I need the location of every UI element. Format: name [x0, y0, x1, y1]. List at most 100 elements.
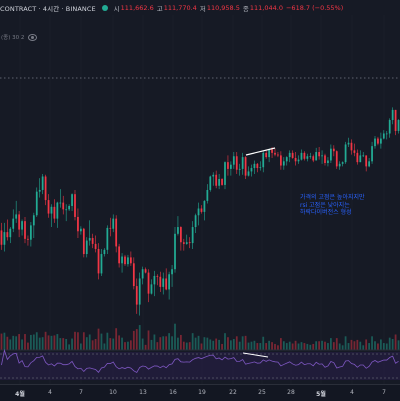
volume-bar: [21, 339, 23, 350]
volume-bar: [88, 334, 91, 350]
volume-bar: [109, 338, 112, 350]
x-tick: 22: [229, 389, 237, 396]
volume-bar: [388, 337, 391, 350]
candle: [91, 233, 94, 249]
candle: [156, 274, 159, 286]
candle: [380, 132, 382, 149]
volume-bar: [259, 343, 262, 350]
candle: [274, 148, 276, 157]
volume-bar: [288, 341, 291, 350]
candle: [141, 266, 144, 285]
volume-bar: [77, 332, 79, 350]
candle: [127, 254, 129, 267]
candle: [303, 151, 306, 161]
candle: [232, 152, 235, 169]
candle: [318, 146, 320, 160]
volume-bar: [309, 344, 312, 350]
volume-bar: [100, 333, 103, 350]
volume-bar: [180, 334, 182, 350]
volume-bar: [380, 339, 382, 350]
candle: [35, 187, 38, 217]
volume-bar: [332, 342, 335, 350]
volume-bar: [191, 333, 194, 350]
rsi-line: [1, 348, 399, 374]
volume-bar: [74, 331, 76, 350]
candle: [18, 211, 20, 238]
candle: [306, 153, 309, 162]
x-tick: 25: [258, 389, 266, 396]
volume-bar: [135, 329, 138, 350]
candle: [356, 149, 359, 165]
candle: [291, 150, 294, 159]
close-value: 111,044.0: [249, 4, 283, 12]
volume-bar: [382, 343, 385, 350]
volume-bar: [359, 341, 362, 350]
candle: [280, 151, 282, 170]
candle: [200, 205, 203, 214]
candle: [227, 155, 229, 176]
candle: [368, 157, 370, 168]
volume-bar: [238, 341, 241, 350]
volume-bar: [168, 333, 170, 350]
eye-icon[interactable]: [28, 33, 38, 41]
x-tick: 28: [287, 389, 295, 396]
volume-bar: [132, 330, 135, 350]
candle: [15, 200, 18, 223]
candle: [362, 152, 365, 158]
volume-bar: [112, 338, 115, 350]
indicator-legend[interactable]: (종) 30 2: [1, 32, 38, 42]
candle: [0, 222, 3, 250]
candle: [188, 237, 191, 249]
candle: [124, 254, 126, 266]
time-axis[interactable]: 4월 4 7 10 13 16 19 22 25 28 5월 4 7: [0, 384, 400, 401]
close-label: 종: [242, 5, 249, 13]
candle: [59, 189, 62, 208]
volume-bar: [244, 335, 247, 350]
candle: [121, 253, 123, 273]
volume-bar: [391, 339, 394, 350]
volume-bar: [280, 338, 282, 350]
volume-bar: [206, 337, 209, 350]
candle: [165, 268, 168, 291]
volume-bar: [241, 336, 244, 350]
volume-bar: [374, 341, 376, 350]
volume-bar: [138, 325, 141, 350]
candle: [191, 221, 194, 249]
candle: [215, 170, 218, 189]
x-tick: 19: [198, 389, 206, 396]
candle: [212, 172, 215, 186]
volume-bar: [24, 334, 26, 350]
candle: [312, 154, 315, 163]
volume-bar: [341, 345, 344, 350]
price-trendline[interactable]: [245, 147, 276, 156]
candle: [224, 161, 226, 190]
candle: [9, 227, 12, 244]
volume-bar: [318, 341, 320, 350]
open-value: 111,662.6: [120, 4, 154, 12]
candle: [385, 130, 388, 140]
volume-bar: [200, 343, 203, 350]
candle: [324, 153, 326, 166]
candle: [203, 200, 206, 221]
volume-bar: [256, 343, 259, 350]
candle: [106, 225, 109, 255]
change-value: −618.7 (−0.55%): [285, 4, 344, 12]
candle: [80, 226, 82, 235]
candle: [297, 155, 300, 164]
volume-bar: [56, 334, 59, 350]
candle: [103, 248, 106, 257]
volume-bar: [344, 336, 347, 350]
divergence-annotation[interactable]: 가격의 고점은 높아지지만 rsi 고점은 낮아지는 하락다이버전스 형성: [300, 194, 365, 216]
volume-bar: [277, 345, 279, 350]
volume-bar: [365, 339, 368, 350]
candle: [168, 271, 170, 300]
volume-bar: [394, 334, 397, 350]
symbol-title[interactable]: CONTRACT · 4시간 · BINANCE: [0, 5, 96, 13]
volume-bar: [330, 338, 332, 350]
rsi-trendline[interactable]: [242, 352, 269, 358]
volume-bar: [0, 333, 3, 350]
candle: [359, 150, 362, 163]
candle: [135, 278, 138, 314]
x-tick: 16: [169, 389, 177, 396]
